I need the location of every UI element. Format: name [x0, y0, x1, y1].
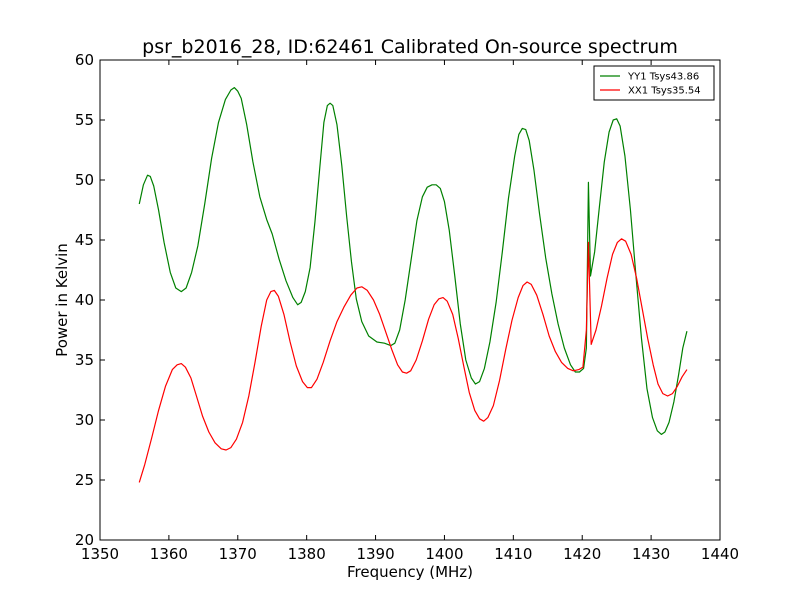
series-group — [138, 87, 688, 483]
legend-label: XX1 Tsys35.54 — [628, 86, 701, 97]
x-tick-label: 1390 — [356, 545, 394, 563]
x-tick-label: 1410 — [494, 545, 532, 563]
plot-area — [100, 60, 720, 540]
x-tick-label: 1380 — [288, 545, 326, 563]
y-axis-label: Power in Kelvin — [53, 243, 71, 357]
x-tick-label: 1360 — [150, 545, 188, 563]
series-line-yy1 — [138, 87, 688, 435]
legend-box — [593, 65, 715, 101]
x-tick-label: 1430 — [632, 545, 670, 563]
x-tick-label: 1420 — [563, 545, 601, 563]
chart-title: psr_b2016_28, ID:62461 Calibrated On-sou… — [142, 36, 678, 58]
y-tick-label: 45 — [75, 231, 94, 249]
y-tick-label: 60 — [75, 51, 94, 69]
series-line-xx1 — [138, 238, 688, 483]
plot-frame — [99, 59, 721, 541]
y-tick-label: 30 — [75, 411, 94, 429]
x-tick-label: 1400 — [425, 545, 463, 563]
y-axis-ticks: 20 25 30 35 40 45 50 55 60 — [75, 51, 720, 549]
x-axis-ticks: 1350 1360 1370 1380 1390 1400 1410 1420 1430 1440 — [81, 60, 739, 563]
y-tick-label: 20 — [75, 531, 94, 549]
y-tick-label: 50 — [75, 171, 94, 189]
legend-label: YY1 Tsys43.86 — [627, 72, 699, 83]
y-tick-label: 55 — [75, 111, 94, 129]
x-tick-label: 1350 — [81, 545, 119, 563]
y-tick-label: 35 — [75, 351, 94, 369]
x-axis-label: Frequency (MHz) — [347, 563, 473, 581]
x-tick-label: 1370 — [219, 545, 257, 563]
legend: YY1 Tsys43.86 XX1 Tsys35.54 — [593, 65, 715, 101]
y-tick-label: 25 — [75, 471, 94, 489]
x-tick-label: 1440 — [701, 545, 739, 563]
y-tick-label: 40 — [75, 291, 94, 309]
